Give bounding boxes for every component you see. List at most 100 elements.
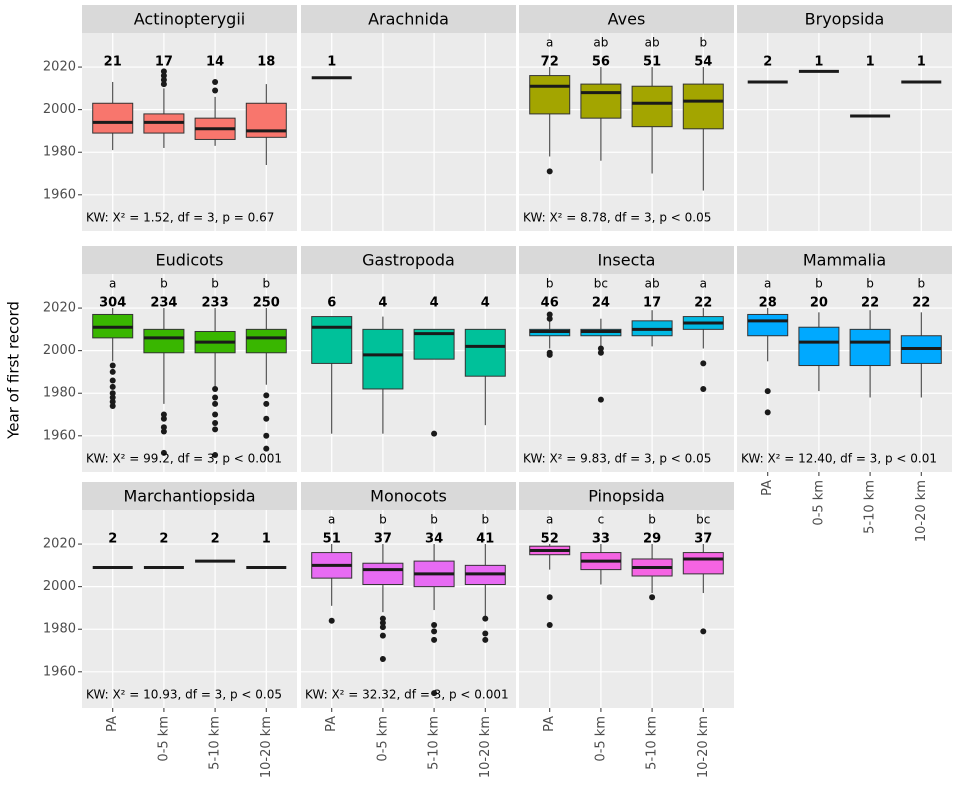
count-label: 41	[476, 532, 494, 547]
box	[464, 328, 506, 377]
outlier	[109, 362, 116, 369]
group-letter: b	[648, 513, 656, 527]
box	[92, 102, 134, 134]
box	[682, 552, 724, 575]
count-label: 1	[917, 55, 926, 70]
outlier	[700, 385, 707, 392]
group-letter: a	[764, 277, 771, 291]
group-letter: b	[430, 513, 438, 527]
count-label: 56	[592, 55, 610, 70]
count-label: 1	[814, 55, 823, 70]
strip	[82, 246, 297, 274]
outlier	[431, 636, 438, 643]
outlier	[482, 615, 489, 622]
kw-annotation: KW: X² = 8.78, df = 3, p < 0.05	[523, 211, 711, 225]
outlier	[546, 315, 553, 322]
group-letter: b	[211, 277, 219, 291]
outlier	[160, 76, 167, 83]
count-label: 2	[211, 532, 220, 547]
box	[747, 313, 789, 337]
outlier	[431, 430, 438, 437]
outlier	[597, 349, 604, 356]
count-label: 33	[592, 532, 610, 547]
group-letter: c	[598, 513, 605, 527]
y-tick-label: 1980	[43, 622, 76, 637]
kw-annotation: KW: X² = 1.52, df = 3, p = 0.67	[86, 211, 274, 225]
outlier	[546, 351, 553, 358]
outlier	[212, 385, 219, 392]
x-tick-label: PA	[542, 716, 557, 732]
group-letter: a	[328, 513, 335, 527]
y-tick-label: 2000	[43, 102, 76, 117]
group-letter: a	[546, 36, 553, 50]
count-label: 4	[430, 296, 439, 311]
outlier	[263, 432, 270, 439]
outlier	[597, 345, 604, 352]
panel	[737, 274, 952, 472]
outlier	[700, 360, 707, 367]
outlier	[431, 621, 438, 628]
outlier	[546, 311, 553, 318]
y-tick-label: 2020	[43, 60, 76, 75]
outlier	[212, 78, 219, 85]
strip-title: Bryopsida	[805, 10, 885, 29]
outlier	[109, 390, 116, 397]
kw-annotation: KW: X² = 10.93, df = 3, p < 0.05	[86, 688, 282, 702]
y-tick-label: 1980	[43, 386, 76, 401]
outlier	[212, 420, 219, 427]
strip	[519, 5, 734, 33]
group-letter: bc	[696, 513, 710, 527]
count-label: 2	[108, 532, 117, 547]
outlier	[109, 394, 116, 401]
x-tick-label: 0-5 km	[593, 716, 608, 762]
count-label: 29	[643, 532, 661, 547]
count-label: 46	[541, 296, 559, 311]
count-label: 250	[253, 296, 280, 311]
y-tick-label: 1960	[43, 428, 76, 443]
group-letter: b	[866, 277, 874, 291]
outlier	[160, 81, 167, 88]
count-label: 22	[861, 296, 879, 311]
outlier	[379, 632, 386, 639]
count-label: 2	[159, 532, 168, 547]
count-label: 304	[99, 296, 126, 311]
kw-annotation: KW: X² = 99.2, df = 3, p < 0.001	[86, 452, 282, 466]
count-label: 22	[694, 296, 712, 311]
strip-title: Mammalia	[803, 251, 886, 270]
outlier	[109, 403, 116, 409]
kw-annotation: KW: X² = 9.83, df = 3, p < 0.05	[523, 452, 711, 466]
group-letter: a	[546, 513, 553, 527]
kw-annotation: KW: X² = 32.32, df = 3, p < 0.001	[305, 688, 509, 702]
y-tick-label: 2000	[43, 579, 76, 594]
outlier	[764, 409, 771, 416]
strip-title: Gastropoda	[362, 251, 455, 270]
outlier	[212, 87, 219, 94]
outlier	[160, 68, 167, 75]
y-tick-label: 2020	[43, 537, 76, 552]
outlier	[109, 377, 116, 384]
count-label: 20	[810, 296, 828, 311]
panel	[82, 510, 297, 708]
box	[631, 85, 673, 128]
group-letter: a	[109, 277, 116, 291]
count-label: 72	[541, 55, 559, 70]
x-tick-label: 5-10 km	[645, 716, 660, 770]
strip-title: Insecta	[598, 251, 656, 270]
outlier	[328, 617, 335, 624]
y-tick-label: 2000	[43, 343, 76, 358]
strip	[519, 482, 734, 510]
outlier	[379, 624, 386, 631]
box	[362, 328, 404, 390]
count-label: 1	[262, 532, 271, 547]
outlier	[160, 415, 167, 422]
x-tick-label: PA	[324, 716, 339, 732]
panel	[519, 33, 734, 231]
y-axis-label: Year of first record	[5, 301, 23, 440]
outlier	[546, 594, 553, 601]
panel	[82, 274, 297, 472]
outlier	[649, 594, 656, 601]
box	[682, 83, 724, 130]
count-label: 234	[150, 296, 177, 311]
x-tick-label: PA	[760, 480, 775, 496]
count-label: 51	[323, 532, 341, 547]
